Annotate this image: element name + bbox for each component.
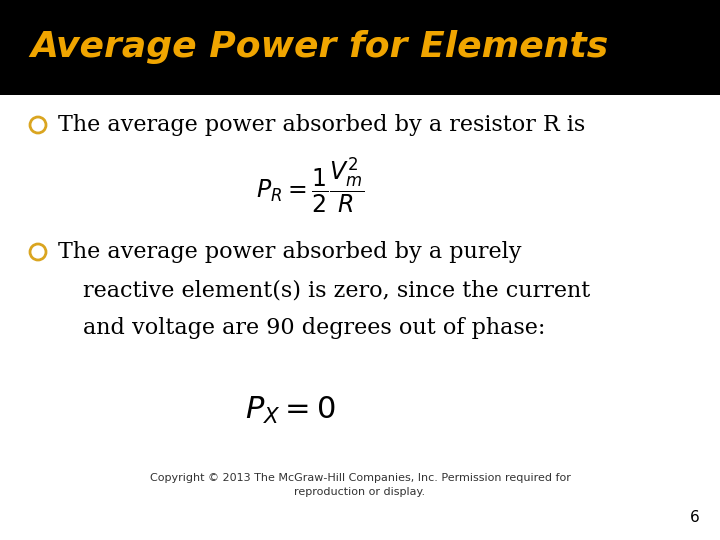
Text: 6: 6: [690, 510, 700, 525]
Text: $P_{R} = \dfrac{1}{2}\dfrac{V_{m}^{2}}{R}$: $P_{R} = \dfrac{1}{2}\dfrac{V_{m}^{2}}{R…: [256, 155, 364, 215]
Text: Average Power for Elements: Average Power for Elements: [30, 30, 608, 64]
Text: The average power absorbed by a resistor R is: The average power absorbed by a resistor…: [58, 114, 585, 136]
Text: $P_{X} = 0$: $P_{X} = 0$: [245, 394, 336, 426]
Text: The average power absorbed by a purely: The average power absorbed by a purely: [58, 241, 521, 263]
Text: and voltage are 90 degrees out of phase:: and voltage are 90 degrees out of phase:: [83, 317, 545, 339]
Text: Copyright © 2013 The McGraw-Hill Companies, Inc. Permission required for
reprodu: Copyright © 2013 The McGraw-Hill Compani…: [150, 474, 570, 497]
Bar: [0, 0, 720, 95]
Text: reactive element(s) is zero, since the current: reactive element(s) is zero, since the c…: [83, 279, 590, 301]
